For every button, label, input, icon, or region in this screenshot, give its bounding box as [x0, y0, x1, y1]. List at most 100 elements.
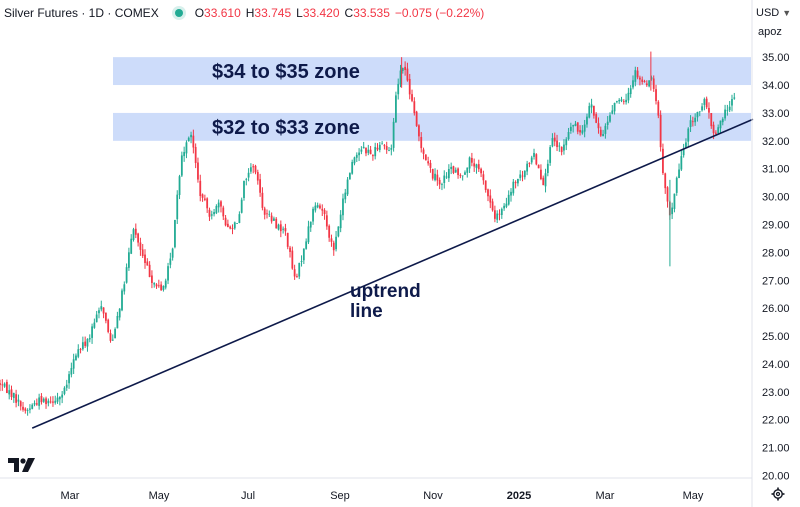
candle	[286, 232, 289, 250]
tradingview-logo-icon[interactable]	[8, 456, 36, 472]
candle	[63, 386, 66, 396]
candle	[346, 177, 349, 197]
candle	[507, 190, 510, 206]
candle	[655, 84, 657, 105]
user-label: apoz	[758, 26, 782, 38]
candle	[261, 187, 264, 211]
candle	[31, 403, 34, 410]
candle	[563, 139, 565, 155]
candle	[56, 392, 59, 404]
candle	[171, 247, 174, 261]
candle	[351, 159, 354, 175]
candle	[180, 151, 183, 177]
candle	[291, 246, 294, 270]
currency-selector[interactable]: USD ▼	[756, 4, 794, 22]
candle	[505, 197, 508, 209]
candle	[157, 279, 160, 288]
candle	[701, 103, 703, 112]
candle	[376, 143, 379, 152]
candle	[390, 144, 393, 156]
candle	[629, 85, 632, 98]
price-tick-label: 21.00	[762, 443, 790, 455]
candle	[634, 66, 637, 87]
candle	[312, 206, 314, 225]
price-tick-label: 28.00	[762, 247, 790, 259]
candle	[277, 223, 280, 231]
candle	[102, 307, 105, 319]
candle	[275, 217, 278, 229]
price-tick-label: 22.00	[762, 415, 790, 427]
candle	[659, 110, 662, 152]
symbol-title[interactable]: Silver Futures · 1D · COMEX	[4, 6, 159, 20]
candle	[362, 141, 365, 149]
open-value: 33.610	[204, 6, 241, 20]
candle	[510, 188, 512, 202]
candle	[464, 170, 466, 175]
candle	[266, 209, 268, 219]
candle	[339, 210, 342, 233]
candle	[388, 146, 390, 152]
candle	[576, 122, 579, 135]
candle	[176, 190, 179, 224]
candle	[369, 145, 372, 155]
candle	[395, 91, 397, 123]
price-axis[interactable]: 35.00 34.00 33.00 32.00 31.00 30.00 29.00 28.00…	[762, 52, 790, 482]
candle	[215, 204, 218, 215]
candle	[595, 112, 598, 124]
candle	[348, 172, 351, 180]
high-value: 33.745	[254, 6, 292, 20]
candle	[132, 227, 135, 242]
candle	[72, 353, 75, 374]
candle	[639, 75, 641, 86]
candle	[293, 264, 296, 280]
candle	[728, 101, 731, 113]
candle	[657, 100, 660, 119]
candle	[3, 382, 6, 388]
candle	[167, 262, 169, 285]
time-tick-label: May	[149, 490, 170, 502]
candle	[565, 137, 568, 151]
gear-icon[interactable]	[771, 487, 785, 501]
candle	[696, 111, 699, 122]
candle	[708, 102, 710, 119]
candle	[454, 167, 457, 174]
candle	[199, 174, 202, 202]
candle	[627, 87, 630, 104]
candle	[650, 75, 653, 81]
time-tick-label: Mar	[61, 490, 80, 502]
close-label: C	[344, 6, 354, 20]
candle	[687, 127, 690, 148]
candle	[411, 89, 413, 103]
candle	[192, 129, 195, 154]
candle	[342, 193, 344, 221]
candle	[201, 193, 204, 202]
candle	[717, 124, 720, 135]
candle	[441, 182, 443, 191]
candle	[519, 170, 522, 181]
zone-band-1	[113, 112, 751, 141]
candle	[418, 124, 420, 142]
candle	[61, 390, 64, 404]
price-tick-label: 30.00	[762, 192, 790, 204]
candle	[309, 221, 312, 232]
candle	[374, 142, 377, 160]
candle	[222, 205, 225, 221]
candle	[111, 334, 114, 342]
candle	[652, 75, 655, 92]
candle	[323, 208, 326, 220]
candle	[226, 219, 229, 228]
time-axis[interactable]: Mar May Jul Sep Nov 2025 Mar May	[61, 490, 704, 502]
candle	[470, 152, 473, 167]
trendline-label-0: uptrend	[350, 281, 421, 302]
candle	[694, 113, 697, 126]
candle	[268, 210, 271, 217]
candle	[618, 98, 621, 104]
candle	[236, 223, 238, 224]
candle	[229, 225, 232, 230]
candle	[714, 130, 717, 135]
candle	[22, 401, 24, 412]
candle	[613, 102, 616, 115]
candle	[689, 115, 692, 132]
candle	[583, 119, 586, 138]
